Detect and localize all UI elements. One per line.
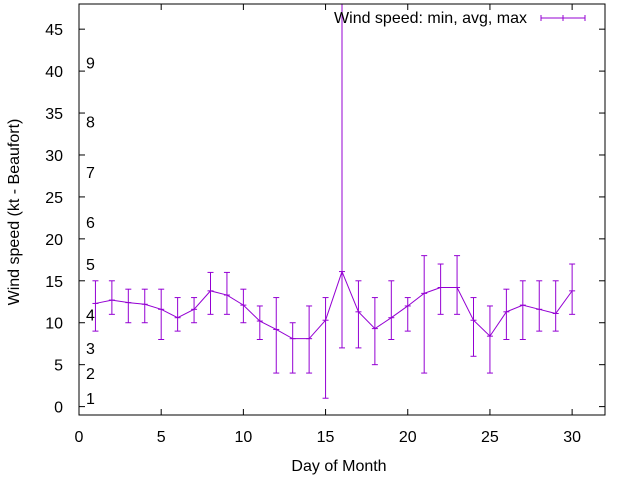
y-tick-label-35: 35 (45, 106, 63, 123)
beaufort-label-8: 8 (86, 114, 95, 131)
series-line (95, 270, 573, 340)
x-tick-label-15: 15 (317, 429, 335, 446)
y-tick-label-25: 25 (45, 190, 63, 207)
beaufort-label-1: 1 (86, 391, 95, 408)
x-tick-label-30: 30 (563, 429, 581, 446)
plot-border (78, 3, 606, 416)
beaufort-label-6: 6 (86, 215, 95, 232)
x-tick-label-10: 10 (234, 429, 252, 446)
beaufort-labels: 1 2 3 4 5 6 7 8 9 (86, 56, 95, 409)
y-axis-title: Wind speed (kt - Beaufort) (6, 119, 23, 306)
beaufort-label-3: 3 (86, 341, 95, 358)
y-tick-label-15: 15 (45, 274, 63, 291)
beaufort-label-2: 2 (86, 366, 95, 383)
beaufort-label-7: 7 (86, 165, 95, 182)
x-axis-title: Day of Month (291, 458, 386, 475)
beaufort-label-9: 9 (86, 56, 95, 73)
x-tick-label-20: 20 (399, 429, 417, 446)
y-tick-label-30: 30 (45, 148, 63, 165)
beaufort-label-5: 5 (86, 257, 95, 274)
x-tick-label-0: 0 (75, 429, 84, 446)
beaufort-label-4: 4 (86, 307, 95, 324)
legend-label: Wind speed: min, avg, max (334, 10, 527, 27)
y-tick-label-40: 40 (45, 64, 63, 81)
y-tick-label-20: 20 (45, 232, 63, 249)
y-tick-label-10: 10 (45, 316, 63, 333)
y-tick-label-45: 45 (45, 22, 63, 39)
legend: Wind speed: min, avg, max (334, 10, 586, 27)
x-tick-label-5: 5 (157, 429, 166, 446)
y-tick-label-5: 5 (54, 358, 63, 375)
series-wind-speed (92, 3, 576, 399)
y-tick-label-0: 0 (54, 400, 63, 417)
x-tick-label-25: 25 (481, 429, 499, 446)
